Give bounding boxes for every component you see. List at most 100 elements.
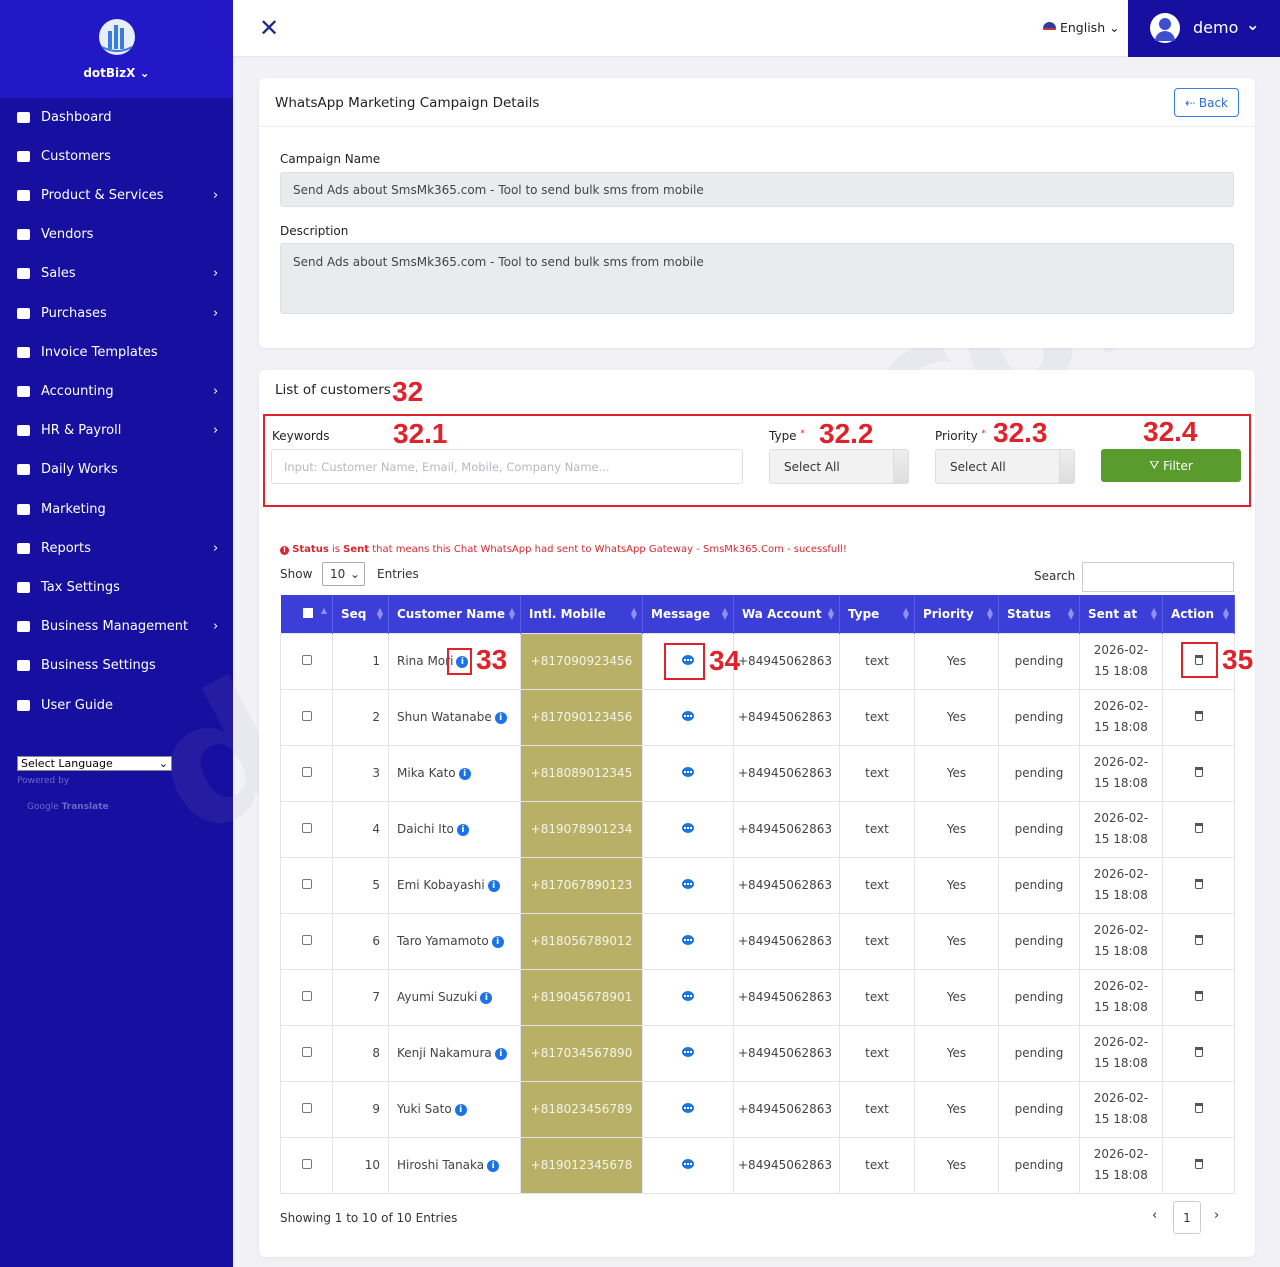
delete-icon[interactable] [1194, 711, 1203, 721]
field-value: Send Ads about SmsMk365.com - Tool to se… [293, 182, 704, 197]
type-select[interactable]: Select All [769, 449, 909, 484]
row-checkbox[interactable] [301, 767, 312, 777]
column-header[interactable]: Intl. Mobile ▲ ▼ [520, 595, 643, 633]
menu-item[interactable]: Product & Services › [0, 180, 233, 210]
flag [1043, 22, 1056, 35]
info-icon[interactable]: i [494, 711, 507, 724]
message-icon[interactable] [682, 991, 694, 1001]
next-page[interactable]: › [1214, 1208, 1220, 1223]
menu-label: Business Settings [41, 658, 156, 674]
menu-item[interactable]: Dashboard [0, 102, 233, 132]
keywords-input[interactable]: Input: Customer Name, Email, Mobile, Com… [271, 449, 743, 484]
message-icon[interactable] [682, 1159, 694, 1169]
message-icon[interactable] [682, 1047, 694, 1057]
menu-item[interactable]: Accounting › [0, 376, 233, 406]
entries-select[interactable]: 10 ⌄ [322, 562, 365, 586]
info-icon[interactable]: i [458, 767, 471, 780]
menu-item[interactable]: Reports › [0, 533, 233, 563]
search-input[interactable] [1082, 562, 1234, 592]
mobile-cell: +817090123456 [520, 688, 643, 746]
menu-item[interactable]: Invoice Templates [0, 337, 233, 367]
info-icon[interactable]: i [491, 935, 504, 948]
message-icon[interactable] [682, 823, 694, 833]
priority-select[interactable]: Select All [935, 449, 1075, 484]
filter-button[interactable]: ⛛ Filter [1101, 449, 1241, 482]
message-icon[interactable] [682, 1103, 694, 1113]
menu-item[interactable]: Daily Works [0, 455, 233, 485]
menu-item[interactable]: Vendors [0, 220, 233, 250]
annotation-box [263, 414, 1251, 507]
menu-item[interactable]: Business Settings [0, 651, 233, 681]
language-select[interactable]: Select Language ⌄ [17, 756, 172, 771]
row-checkbox[interactable] [301, 655, 312, 665]
delete-icon[interactable] [1194, 935, 1203, 945]
info-icon[interactable]: i [487, 879, 500, 892]
close-button[interactable]: ✕ [259, 14, 280, 42]
page-button[interactable]: 1 [1173, 1201, 1201, 1234]
column-header[interactable]: Message ▲ ▼ [642, 595, 734, 633]
delete-icon[interactable] [1194, 991, 1203, 1001]
info-icon[interactable]: i [480, 991, 493, 1004]
info-icon[interactable]: i [487, 1159, 500, 1172]
brand[interactable]: dotBizX ⌄ [83, 66, 150, 80]
delete-icon[interactable] [1194, 655, 1203, 665]
menu-item[interactable]: Tax Settings [0, 572, 233, 602]
column-header[interactable]: Status ▲ ▼ [998, 595, 1080, 633]
row-checkbox[interactable] [301, 991, 312, 1001]
delete-icon[interactable] [1194, 879, 1203, 889]
menu-item[interactable]: HR & Payroll › [0, 416, 233, 446]
info-icon[interactable]: i [454, 1103, 467, 1116]
menu-item[interactable]: Business Management › [0, 612, 233, 642]
delete-icon[interactable] [1194, 1159, 1203, 1169]
column-header[interactable]: Type ▲ ▼ [839, 595, 915, 633]
menu-item[interactable]: User Guide [0, 690, 233, 720]
menu-label: Purchases [41, 305, 107, 321]
info-icon[interactable]: i [456, 823, 469, 836]
delete-icon[interactable] [1194, 767, 1203, 777]
message-icon[interactable] [682, 711, 694, 721]
column-header[interactable]: Priority ▲ ▼ [914, 595, 999, 633]
menu-icon [17, 385, 30, 397]
menu-item[interactable]: Sales › [0, 259, 233, 289]
row-checkbox[interactable] [301, 1159, 312, 1169]
campaign-name-field[interactable]: Send Ads about SmsMk365.com - Tool to se… [280, 172, 1234, 207]
select-all-header[interactable]: ▲ [280, 595, 333, 633]
language-switch[interactable]: English ⌄ [1043, 20, 1120, 35]
column-header[interactable]: Seq ▲ ▼ [332, 595, 389, 633]
column-header[interactable]: Action ▲ ▼ [1162, 595, 1235, 633]
message-icon[interactable] [682, 655, 694, 665]
user-menu[interactable]: demo ⌄ [1128, 0, 1280, 57]
message-icon[interactable] [682, 935, 694, 945]
row-checkbox[interactable] [301, 711, 312, 721]
table-body: 1 Rina Mori i +817090923456 +84945062863 text… [280, 632, 1235, 1194]
message-icon[interactable] [682, 879, 694, 889]
placeholder: Input: Customer Name, Email, Mobile, Com… [284, 459, 610, 474]
mobile-cell: +819012345678 [520, 1136, 643, 1194]
message-icon[interactable] [682, 767, 694, 777]
delete-icon[interactable] [1194, 823, 1203, 833]
menu-item[interactable]: Customers [0, 141, 233, 171]
row-checkbox[interactable] [301, 935, 312, 945]
delete-icon[interactable] [1194, 1103, 1203, 1113]
column-header[interactable]: Sent at ▲ ▼ [1079, 595, 1163, 633]
menu-item[interactable]: Marketing [0, 494, 233, 524]
info-icon[interactable]: i [494, 1047, 507, 1060]
menu-label: Vendors [41, 227, 94, 243]
column-header[interactable]: Customer Name ▲ ▼ [388, 595, 521, 633]
row-checkbox[interactable] [301, 879, 312, 889]
status-cell: pending [998, 1080, 1080, 1138]
menu-icon [17, 229, 30, 241]
info-icon[interactable]: i [456, 655, 469, 668]
action-cell [1162, 688, 1235, 746]
description-field[interactable]: Send Ads about SmsMk365.com - Tool to se… [280, 243, 1234, 314]
prev-page[interactable]: ‹ [1152, 1208, 1158, 1223]
menu-item[interactable]: Purchases › [0, 298, 233, 328]
column-header[interactable]: Wa Account ▲ ▼ [733, 595, 840, 633]
row-checkbox[interactable] [301, 1047, 312, 1057]
row-checkbox[interactable] [301, 823, 312, 833]
field-label: Campaign Name [280, 152, 381, 166]
status-cell: pending [998, 744, 1080, 802]
delete-icon[interactable] [1194, 1047, 1203, 1057]
row-checkbox[interactable] [301, 1103, 312, 1113]
back-button[interactable]: ⇠ Back [1174, 88, 1239, 117]
